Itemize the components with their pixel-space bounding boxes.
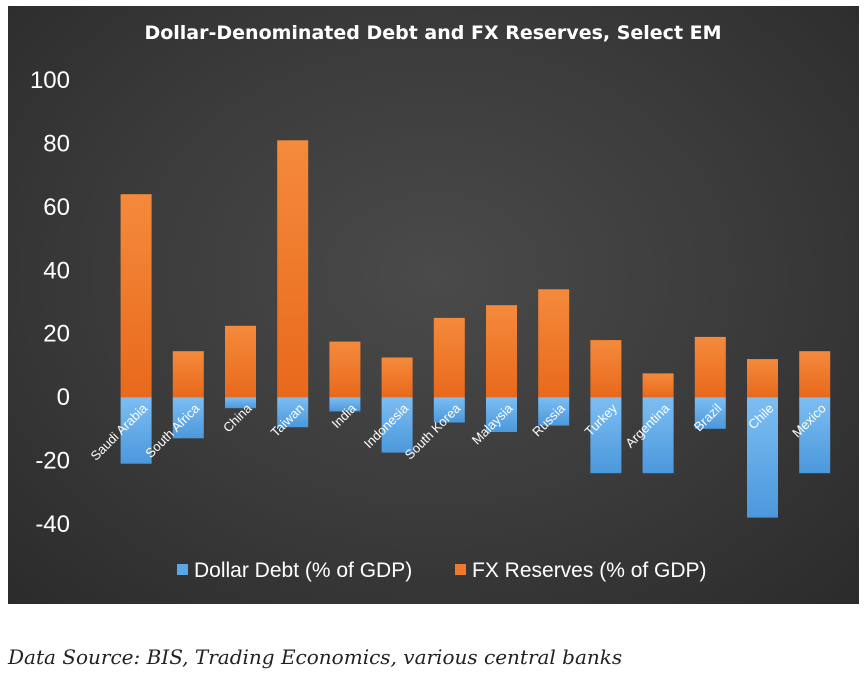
bar-fx-reserves [172, 351, 204, 398]
bar-fx-reserves [694, 336, 726, 398]
bar-dollar-debt [277, 397, 309, 428]
legend-swatch-dollar-debt [177, 564, 188, 575]
y-tick-label: 60 [43, 194, 70, 221]
legend: Dollar Debt (% of GDP) FX Reserves (% of… [177, 559, 707, 582]
bar-dollar-debt [433, 397, 465, 423]
bar-dollar-debt [486, 397, 517, 432]
bar-fx-reserves [433, 317, 465, 398]
bars-fx-reserves [120, 140, 831, 398]
bar-dollar-debt [381, 397, 413, 453]
chart-panel: Dollar-Denominated Debt and FX Reserves,… [8, 6, 859, 604]
bar-dollar-debt [799, 397, 831, 474]
y-tick-label: 0 [57, 384, 70, 411]
bar-fx-reserves [747, 359, 778, 398]
bar-fx-reserves [381, 357, 413, 398]
y-tick-label: 40 [43, 257, 70, 284]
y-tick-label: 100 [30, 67, 70, 94]
bar-dollar-debt [329, 397, 361, 412]
bar-dollar-debt [694, 397, 726, 429]
bar-dollar-debt [590, 397, 622, 474]
bar-dollar-debt [225, 397, 256, 409]
bar-dollar-debt [172, 397, 204, 439]
bar-fx-reserves [120, 194, 152, 398]
y-tick-label: 80 [43, 130, 70, 157]
bar-dollar-debt [120, 397, 152, 464]
source-note: Data Source: BIS, Trading Economics, var… [8, 645, 623, 669]
bar-fx-reserves [590, 340, 622, 398]
bars-dollar-debt [120, 397, 831, 518]
legend-label-fx-reserves: FX Reserves (% of GDP) [472, 559, 707, 582]
y-tick-label: -20 [35, 448, 70, 475]
bar-dollar-debt [747, 397, 778, 518]
legend-label-dollar-debt: Dollar Debt (% of GDP) [194, 559, 412, 582]
bar-fx-reserves [277, 140, 309, 398]
y-axis: -40 -20 0 20 40 60 80 100 [30, 67, 70, 538]
bar-fx-reserves [225, 325, 256, 398]
bar-dollar-debt [538, 397, 570, 426]
bar-fx-reserves [486, 305, 517, 398]
legend-swatch-fx-reserves [455, 564, 466, 575]
y-tick-label: 20 [43, 321, 70, 348]
bar-fx-reserves [329, 341, 361, 398]
y-tick-label: -40 [35, 511, 70, 538]
bar-fx-reserves [799, 351, 831, 398]
bar-fx-reserves [642, 373, 674, 398]
bar-dollar-debt [642, 397, 674, 474]
chart-svg: Dollar-Denominated Debt and FX Reserves,… [30, 22, 831, 582]
chart-title: Dollar-Denominated Debt and FX Reserves,… [144, 22, 721, 44]
bar-fx-reserves [538, 289, 570, 398]
